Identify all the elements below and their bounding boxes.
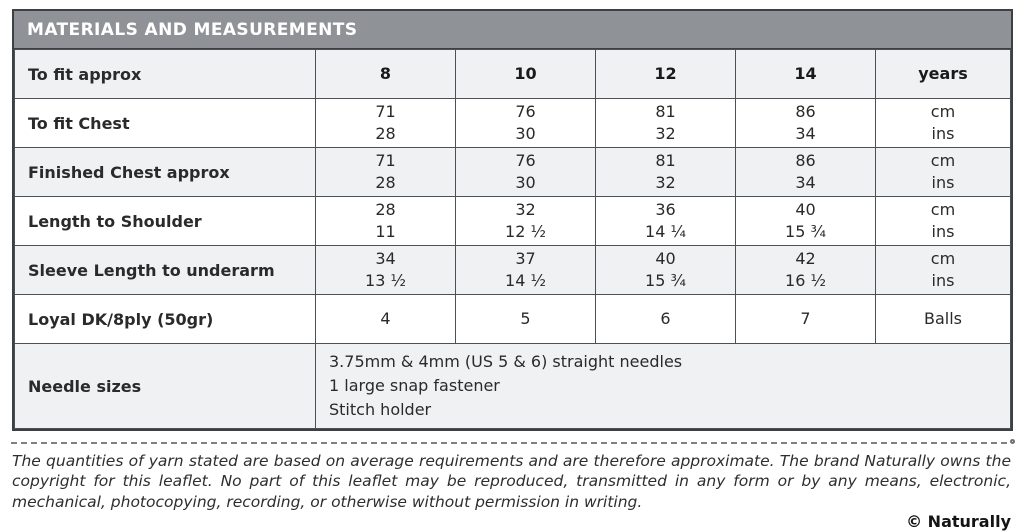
value-ins: 30 — [515, 124, 536, 143]
value-cell: 86 34 — [735, 98, 876, 148]
size-cell: 8 — [315, 49, 456, 99]
value-cm: 86 — [795, 150, 816, 170]
value-cell: 7 — [735, 294, 876, 344]
value-ins: 13 ½ — [365, 271, 406, 290]
needle-sizes-line: Stitch holder — [329, 400, 432, 419]
table-row-length-to-shoulder: Length to Shoulder 28 11 32 12 ½ 36 14 ¼ — [14, 196, 1011, 246]
value-cm: 86 — [795, 101, 816, 121]
row-label-cell: Needle sizes — [14, 343, 316, 429]
row-label-cell: Finished Chest approx — [14, 147, 316, 197]
unit-cell: cm ins — [875, 245, 1011, 295]
value-ins: 16 ½ — [785, 271, 826, 290]
brand-credit: © Naturally — [906, 512, 1011, 532]
row-label-cell: To fit approx — [14, 49, 316, 99]
value-cell: 34 13 ½ — [315, 245, 456, 295]
unit-ins: ins — [931, 124, 955, 143]
value-cell: 76 30 — [455, 98, 596, 148]
size-cell: 14 — [735, 49, 876, 99]
unit-ins: ins — [931, 222, 955, 241]
value-ins: 34 — [795, 124, 816, 143]
row-label-cell: Length to Shoulder — [14, 196, 316, 246]
value-ins: 15 ¾ — [645, 271, 686, 290]
value-cm: 76 — [515, 101, 536, 121]
value-cell: 28 11 — [315, 196, 456, 246]
value-cm: 81 — [655, 150, 676, 170]
value-ins: 14 ½ — [505, 271, 546, 290]
disclaimer-text: The quantities of yarn stated are based … — [12, 452, 1011, 511]
value-ins: 12 ½ — [505, 222, 546, 241]
dashed-separator — [11, 439, 1015, 444]
value-cm: 40 — [795, 199, 816, 219]
needle-sizes-cell: 3.75mm & 4mm (US 5 & 6) straight needles… — [315, 343, 1011, 429]
value-cm: 32 — [515, 199, 536, 219]
value-cm: 42 — [795, 248, 816, 268]
table-row-finished-chest: Finished Chest approx 71 28 76 30 81 32 — [14, 147, 1011, 197]
value-ins: 14 ¼ — [645, 222, 686, 241]
value-cm: 71 — [375, 150, 396, 170]
measurements-table-container: MATERIALS AND MEASUREMENTS To fit approx… — [12, 9, 1013, 431]
value-ins: 34 — [795, 173, 816, 192]
row-label-cell: Sleeve Length to underarm — [14, 245, 316, 295]
table-row-yarn-quantity: Loyal DK/8ply (50gr) 4 5 6 7 Balls — [14, 294, 1011, 344]
value-cell: 76 30 — [455, 147, 596, 197]
unit-cell: cm ins — [875, 147, 1011, 197]
size-cell: 12 — [595, 49, 736, 99]
unit-cell: cm ins — [875, 98, 1011, 148]
value-cell: 86 34 — [735, 147, 876, 197]
size-cell: 10 — [455, 49, 596, 99]
needle-sizes-line: 3.75mm & 4mm (US 5 & 6) straight needles — [329, 352, 683, 371]
value-cell: 42 16 ½ — [735, 245, 876, 295]
value-ins: 32 — [655, 124, 676, 143]
value-ins: 28 — [375, 124, 396, 143]
row-label-cell: To fit Chest — [14, 98, 316, 148]
value-ins: 30 — [515, 173, 536, 192]
value-cell: 32 12 ½ — [455, 196, 596, 246]
copyright-notice: The quantities of yarn stated are based … — [12, 451, 1011, 531]
value-cell: 36 14 ¼ — [595, 196, 736, 246]
unit-cell: Balls — [875, 294, 1011, 344]
unit-cell: years — [875, 49, 1011, 99]
value-cm: 76 — [515, 150, 536, 170]
value-cm: 34 — [375, 248, 396, 268]
unit-cm: cm — [930, 199, 956, 219]
value-cell: 5 — [455, 294, 596, 344]
table-title: MATERIALS AND MEASUREMENTS — [14, 11, 1011, 49]
table-row-to-fit-approx: To fit approx 8 10 12 14 years — [14, 49, 1011, 99]
unit-ins: ins — [931, 271, 955, 290]
value-ins: 28 — [375, 173, 396, 192]
unit-cell: cm ins — [875, 196, 1011, 246]
table-row-sleeve-length: Sleeve Length to underarm 34 13 ½ 37 14 … — [14, 245, 1011, 295]
value-cm: 40 — [655, 248, 676, 268]
value-ins: 32 — [655, 173, 676, 192]
row-label-cell: Loyal DK/8ply (50gr) — [14, 294, 316, 344]
value-cell: 6 — [595, 294, 736, 344]
needle-sizes-line: 1 large snap fastener — [329, 376, 500, 395]
unit-cm: cm — [930, 101, 956, 121]
leaflet-page: MATERIALS AND MEASUREMENTS To fit approx… — [11, 9, 1015, 532]
table-row-needle-sizes: Needle sizes 3.75mm & 4mm (US 5 & 6) str… — [14, 343, 1011, 429]
value-cell: 40 15 ¾ — [735, 196, 876, 246]
unit-cm: cm — [930, 248, 956, 268]
value-cm: 36 — [655, 199, 676, 219]
value-cm: 28 — [375, 199, 396, 219]
measurements-table: To fit approx 8 10 12 14 years To fit Ch… — [14, 49, 1011, 429]
value-cell: 40 15 ¾ — [595, 245, 736, 295]
separator-end-dot — [1010, 439, 1015, 444]
value-cm: 81 — [655, 101, 676, 121]
value-cell: 71 28 — [315, 147, 456, 197]
value-cm: 71 — [375, 101, 396, 121]
value-ins: 11 — [375, 222, 396, 241]
value-cell: 71 28 — [315, 98, 456, 148]
value-cell: 37 14 ½ — [455, 245, 596, 295]
value-cm: 37 — [515, 248, 536, 268]
unit-cm: cm — [930, 150, 956, 170]
value-cell: 4 — [315, 294, 456, 344]
value-ins: 15 ¾ — [785, 222, 826, 241]
value-cell: 81 32 — [595, 98, 736, 148]
table-row-to-fit-chest: To fit Chest 71 28 76 30 81 32 86 — [14, 98, 1011, 148]
unit-ins: ins — [931, 173, 955, 192]
value-cell: 81 32 — [595, 147, 736, 197]
